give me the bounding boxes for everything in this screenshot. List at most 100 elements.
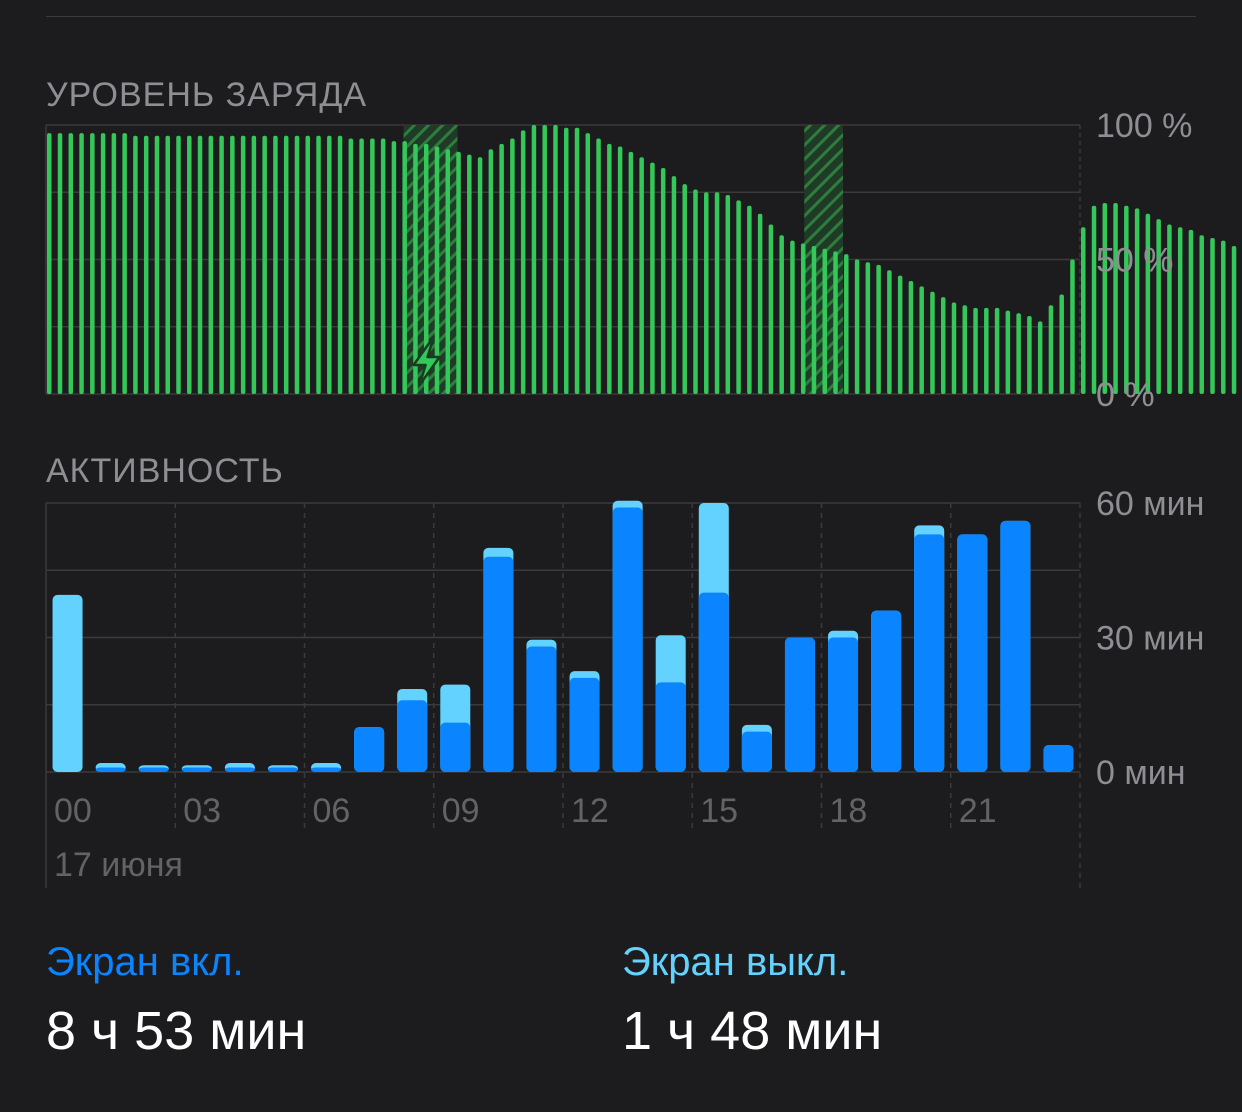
activity-xtick-label: 12 [571, 792, 609, 830]
battery-bar [660, 168, 666, 394]
battery-bar [833, 251, 838, 394]
battery-bar [1037, 321, 1043, 394]
activity-ytick-label: 60 мин [1096, 485, 1204, 523]
battery-bar [187, 135, 192, 394]
battery-bar [704, 192, 709, 394]
top-divider [46, 16, 1196, 17]
battery-bar [477, 157, 483, 394]
battery-bar [811, 246, 817, 394]
battery-bar [413, 143, 418, 394]
battery-bar [962, 305, 968, 394]
battery-bar [747, 205, 752, 394]
battery-bar [1027, 315, 1032, 394]
battery-bar [122, 133, 127, 394]
battery-bar [305, 135, 310, 394]
battery-bar [219, 135, 224, 394]
battery-bar [779, 235, 784, 394]
battery-bar [564, 127, 569, 394]
activity-bar-screen-on [181, 767, 212, 772]
battery-bar [865, 262, 871, 394]
battery-bar [844, 254, 849, 394]
activity-xtick-label: 03 [183, 792, 221, 830]
battery-bar [208, 135, 214, 394]
activity-xtick-label: 00 [54, 792, 92, 830]
battery-bar [596, 138, 601, 394]
battery-level-chart: 100 % 50 % 0 % [45, 107, 1237, 414]
battery-bar [897, 275, 903, 394]
battery-bar [467, 154, 472, 394]
battery-bar [230, 135, 235, 394]
battery-bar [1221, 240, 1226, 394]
battery-bar [316, 135, 321, 394]
battery-bar [47, 133, 52, 394]
battery-bar [273, 135, 278, 394]
activity-bar-screen-on [354, 727, 385, 772]
battery-bar [1156, 219, 1161, 394]
screen-on-label: Экран вкл. [46, 940, 244, 984]
battery-bar [1059, 294, 1064, 394]
battery-bar [327, 135, 332, 394]
battery-bar [143, 135, 149, 394]
battery-bar [423, 143, 429, 394]
battery-bar [79, 133, 84, 394]
activity-bar-screen-on [569, 677, 600, 772]
battery-bar [57, 133, 63, 394]
battery-bar [736, 200, 741, 394]
activity-bar-screen-on [957, 534, 988, 772]
activity-bar-screen-on [267, 767, 298, 772]
battery-bar [994, 307, 1000, 394]
activity-bar-screen-on [784, 637, 815, 772]
battery-bar [380, 138, 386, 394]
battery-bar [800, 243, 806, 394]
activity-ytick-label: 30 мин [1096, 620, 1204, 658]
activity-bar-screen-on [655, 682, 686, 772]
activity-xtick-label: 09 [442, 792, 480, 830]
battery-bar [1199, 235, 1204, 394]
battery-bar [1113, 203, 1118, 394]
battery-bar [251, 135, 257, 394]
battery-bar [294, 135, 300, 394]
battery-bar [1210, 237, 1215, 394]
battery-bar [1188, 229, 1194, 394]
activity-bar-screen-on [95, 767, 126, 772]
battery-bar [1134, 208, 1140, 394]
activity-xtick-label: 15 [700, 792, 738, 830]
battery-bar [1177, 227, 1183, 394]
activity-date-label: 17 июня [54, 846, 183, 884]
battery-bar [133, 135, 138, 394]
activity-bar-screen-on [224, 767, 255, 772]
battery-bar [973, 307, 978, 394]
activity-bar-screen-on [1000, 520, 1031, 772]
battery-bar [628, 151, 634, 394]
battery-bar [650, 162, 655, 394]
activity-bar-screen-on [1043, 745, 1074, 772]
battery-bar [940, 297, 946, 394]
activity-chart: 60 мин 30 мин 0 мин 00 03 06 09 12 15 18 21 17 июн… [45, 485, 1204, 888]
battery-bar [456, 151, 461, 394]
battery-bar [1081, 227, 1086, 394]
battery-bar [542, 125, 547, 394]
battery-bar [1070, 259, 1075, 394]
battery-bar [951, 302, 957, 394]
battery-bar [1145, 213, 1151, 394]
activity-bar-screen-on [397, 700, 428, 772]
battery-bar [585, 133, 591, 394]
activity-xtick-label: 06 [313, 792, 351, 830]
battery-bar [165, 135, 170, 394]
battery-bar [111, 133, 117, 394]
battery-ytick-label: 50 % [1096, 242, 1174, 280]
battery-bar [984, 307, 989, 394]
battery-bar [768, 224, 774, 394]
battery-bar [359, 138, 364, 394]
activity-bar-screen-on [311, 767, 342, 772]
activity-bar-screen-on [440, 722, 471, 772]
battery-bar [1231, 246, 1237, 394]
battery-bar [930, 291, 935, 394]
battery-bar [402, 141, 407, 394]
battery-bar [337, 135, 343, 394]
battery-bar [1167, 224, 1172, 394]
battery-bar [693, 189, 698, 394]
battery-bar [607, 143, 612, 394]
lightning-bolt-icon [412, 335, 441, 387]
battery-bar [499, 143, 504, 394]
